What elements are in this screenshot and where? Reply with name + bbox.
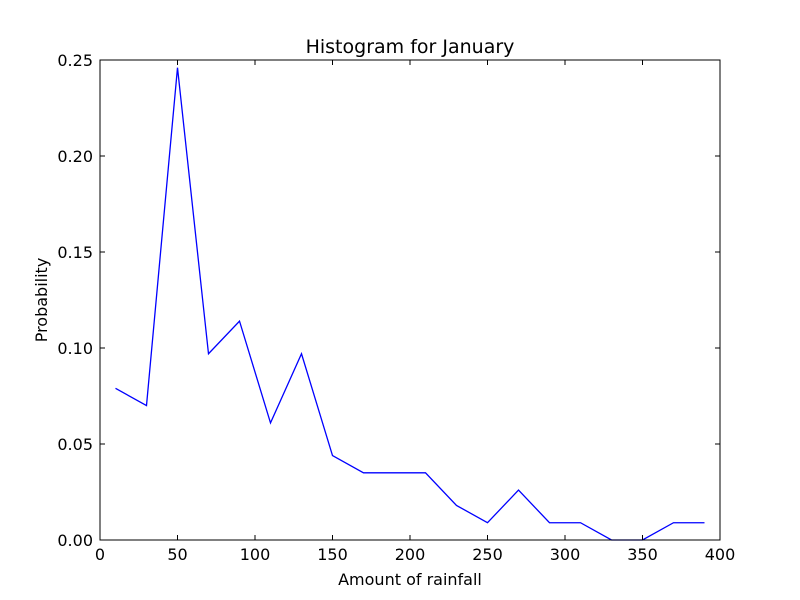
y-tick-label: 0.20 [57, 147, 93, 166]
y-tick-label: 0.25 [57, 51, 93, 70]
y-tick-label: 0.10 [57, 339, 93, 358]
y-axis-label: Probability [32, 258, 51, 343]
y-tick-label: 0.15 [57, 243, 93, 262]
y-tick-label: 0.00 [57, 531, 93, 550]
x-tick-label: 100 [240, 545, 271, 564]
x-tick-label: 0 [95, 545, 105, 564]
plot-area: 0 50 100 150 200 250 300 350 400 0.00 0.05 0.10 0.15… [57, 51, 735, 564]
y-tick-label: 0.05 [57, 435, 93, 454]
x-tick-label: 150 [317, 545, 348, 564]
x-tick-label: 50 [167, 545, 187, 564]
plot-frame [99, 59, 721, 541]
chart-title: Histogram for January [306, 36, 515, 58]
x-axis-label: Amount of rainfall [338, 570, 482, 589]
series-line-0 [115, 67, 705, 541]
x-tick-label: 200 [395, 545, 426, 564]
x-tick-label: 400 [705, 545, 736, 564]
x-tick-label: 300 [550, 545, 581, 564]
x-tick-label: 250 [472, 545, 503, 564]
x-tick-label: 350 [627, 545, 658, 564]
